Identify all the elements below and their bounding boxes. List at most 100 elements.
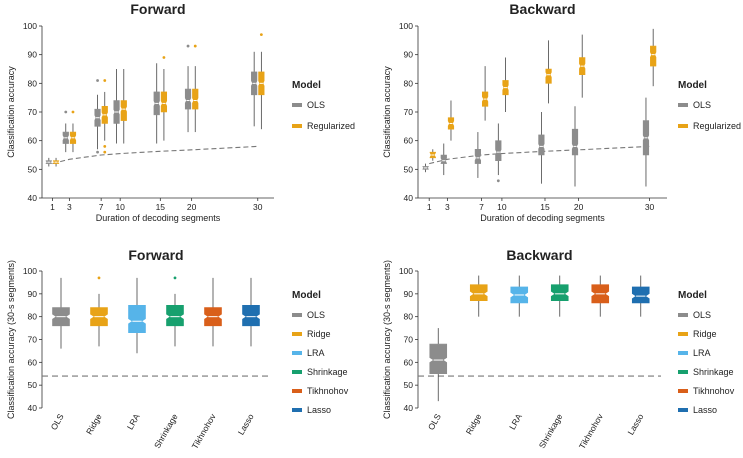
x-tick-label: 7 <box>479 202 484 212</box>
box-regularized-15s-box <box>160 91 168 113</box>
y-tick-label: 50 <box>28 164 38 174</box>
y-tick-label: 100 <box>23 21 37 31</box>
legend-label-ols: OLS <box>693 100 711 110</box>
y-tick-label: 90 <box>404 50 414 60</box>
legend-label-ols: OLS <box>693 310 711 320</box>
legend-swatch-regularized <box>678 124 688 128</box>
legend-swatch-shrinkage <box>678 370 688 374</box>
chance-level-line <box>52 145 258 165</box>
y-tick-label: 70 <box>28 335 38 345</box>
box-regularized-3s-outlier-0 <box>71 110 75 114</box>
x-tick-label-ridge: Ridge <box>84 412 104 436</box>
box-ols-10s-box <box>495 140 502 162</box>
x-tick-label: 20 <box>187 202 197 212</box>
box-ols-7s-box <box>474 148 481 164</box>
box-regularized-30s-outlier-0 <box>259 33 263 36</box>
panel-1: Forward 40 50 60 70 80 90 100 Classification acc… <box>6 1 355 223</box>
x-axis-label: Duration of decoding segments <box>480 213 605 223</box>
legend-swatch-lra <box>292 351 302 355</box>
y-tick-label: 80 <box>404 78 414 88</box>
legend-swatch-ridge <box>292 332 302 336</box>
legend-swatch-ols <box>292 103 302 107</box>
x-tick-label-tikhnohov: Tikhnohov <box>577 411 605 450</box>
legend-label-lasso: Lasso <box>307 405 331 415</box>
panel-title: Forward <box>130 1 185 17</box>
x-tick-label: 15 <box>540 202 550 212</box>
x-tick-label-lasso: Lasso <box>625 412 645 437</box>
box-regularized-7s-outlier-2 <box>103 150 107 154</box>
box-regularized-20s-outlier-0 <box>193 44 197 48</box>
legend-label-regularized: Regularized <box>693 121 741 131</box>
x-tick-label: 30 <box>645 202 655 212</box>
y-tick-label: 60 <box>404 136 414 146</box>
legend-label-ridge: Ridge <box>693 329 717 339</box>
legend-label-regularized: Regularized <box>307 121 355 131</box>
box-ols-7s-outlier-0 <box>96 79 99 82</box>
legend-label-ols: OLS <box>307 100 325 110</box>
y-tick-label: 50 <box>404 164 414 174</box>
x-tick-label: 1 <box>427 202 432 212</box>
y-tick-label: 70 <box>404 335 414 345</box>
y-tick-label: 40 <box>28 403 38 413</box>
legend-title: Model <box>292 290 321 301</box>
panel-title: Forward <box>128 247 183 263</box>
x-tick-label-tikhnohov: Tikhnohov <box>190 411 218 450</box>
panel-title: Backward <box>509 1 575 17</box>
x-tick-label-lra: LRA <box>507 412 524 432</box>
y-tick-label: 80 <box>404 312 414 322</box>
legend-swatch-ols <box>292 313 302 317</box>
x-tick-label: 10 <box>497 202 507 212</box>
legend-swatch-ols <box>678 103 688 107</box>
panel-title: Backward <box>506 247 572 263</box>
legend-label-shrinkage: Shrinkage <box>307 367 348 377</box>
y-tick-label: 100 <box>399 21 413 31</box>
y-tick-label: 70 <box>404 107 414 117</box>
box-shrinkage-box <box>550 284 569 301</box>
y-tick-label: 70 <box>28 107 38 117</box>
legend-title: Model <box>678 290 707 301</box>
legend-swatch-lasso <box>678 408 688 412</box>
y-tick-label: 50 <box>28 380 38 390</box>
box-ols-3s-outlier-0 <box>64 110 68 114</box>
y-tick-label: 40 <box>404 403 414 413</box>
legend-swatch-tikhnohov <box>292 389 302 393</box>
panel-2: Backward 40 50 60 70 80 90 100 Classification ac… <box>382 1 741 223</box>
legend: Model OLS Regularized <box>292 80 355 131</box>
box-regularized-30s-box <box>650 45 657 67</box>
legend-title: Model <box>678 80 707 91</box>
y-tick-label: 60 <box>28 136 38 146</box>
y-axis-label: Classification accuracy <box>382 66 392 158</box>
legend-label-tikhnohov: Tikhnohov <box>693 386 735 396</box>
box-ridge-outlier-0 <box>97 276 101 280</box>
legend: Model OLS Ridge LRA Shrinkage Tikhnohov Lasso <box>678 290 735 415</box>
y-tick-label: 90 <box>404 289 414 299</box>
y-tick-label: 40 <box>404 193 414 203</box>
box-regularized-15s-box <box>545 68 552 84</box>
legend-label-lasso: Lasso <box>693 405 717 415</box>
legend-label-tikhnohov: Tikhnohov <box>307 386 349 396</box>
y-tick-label: 60 <box>404 357 414 367</box>
x-tick-label: 3 <box>445 202 450 212</box>
x-tick-label: 1 <box>50 202 55 212</box>
x-tick-label: 30 <box>253 202 263 212</box>
box-ols-box <box>429 343 448 375</box>
y-tick-label: 50 <box>404 380 414 390</box>
x-tick-label-ols: OLS <box>426 412 443 432</box>
legend: Model OLS Regularized <box>678 80 741 131</box>
x-tick-label: 15 <box>156 202 166 212</box>
box-ols-7s-outlier-1 <box>96 150 99 154</box>
box-ols-3s-box <box>440 154 447 164</box>
box-regularized-15s-outlier-0 <box>162 56 166 59</box>
y-axis-label: Classification accuracy (30-s segments) <box>382 260 392 419</box>
box-lasso-box <box>631 286 650 304</box>
y-tick-label: 40 <box>28 193 38 203</box>
legend-title: Model <box>292 80 321 91</box>
box-regularized-7s-outlier-1 <box>103 145 107 148</box>
box-regularized-7s-outlier-0 <box>103 79 107 82</box>
x-tick-label-lra: LRA <box>125 412 142 432</box>
box-shrinkage-box <box>166 304 184 327</box>
y-tick-label: 100 <box>23 266 37 276</box>
legend-label-shrinkage: Shrinkage <box>693 367 734 377</box>
y-axis-label: Classification accuracy (30-s segments) <box>6 260 16 419</box>
